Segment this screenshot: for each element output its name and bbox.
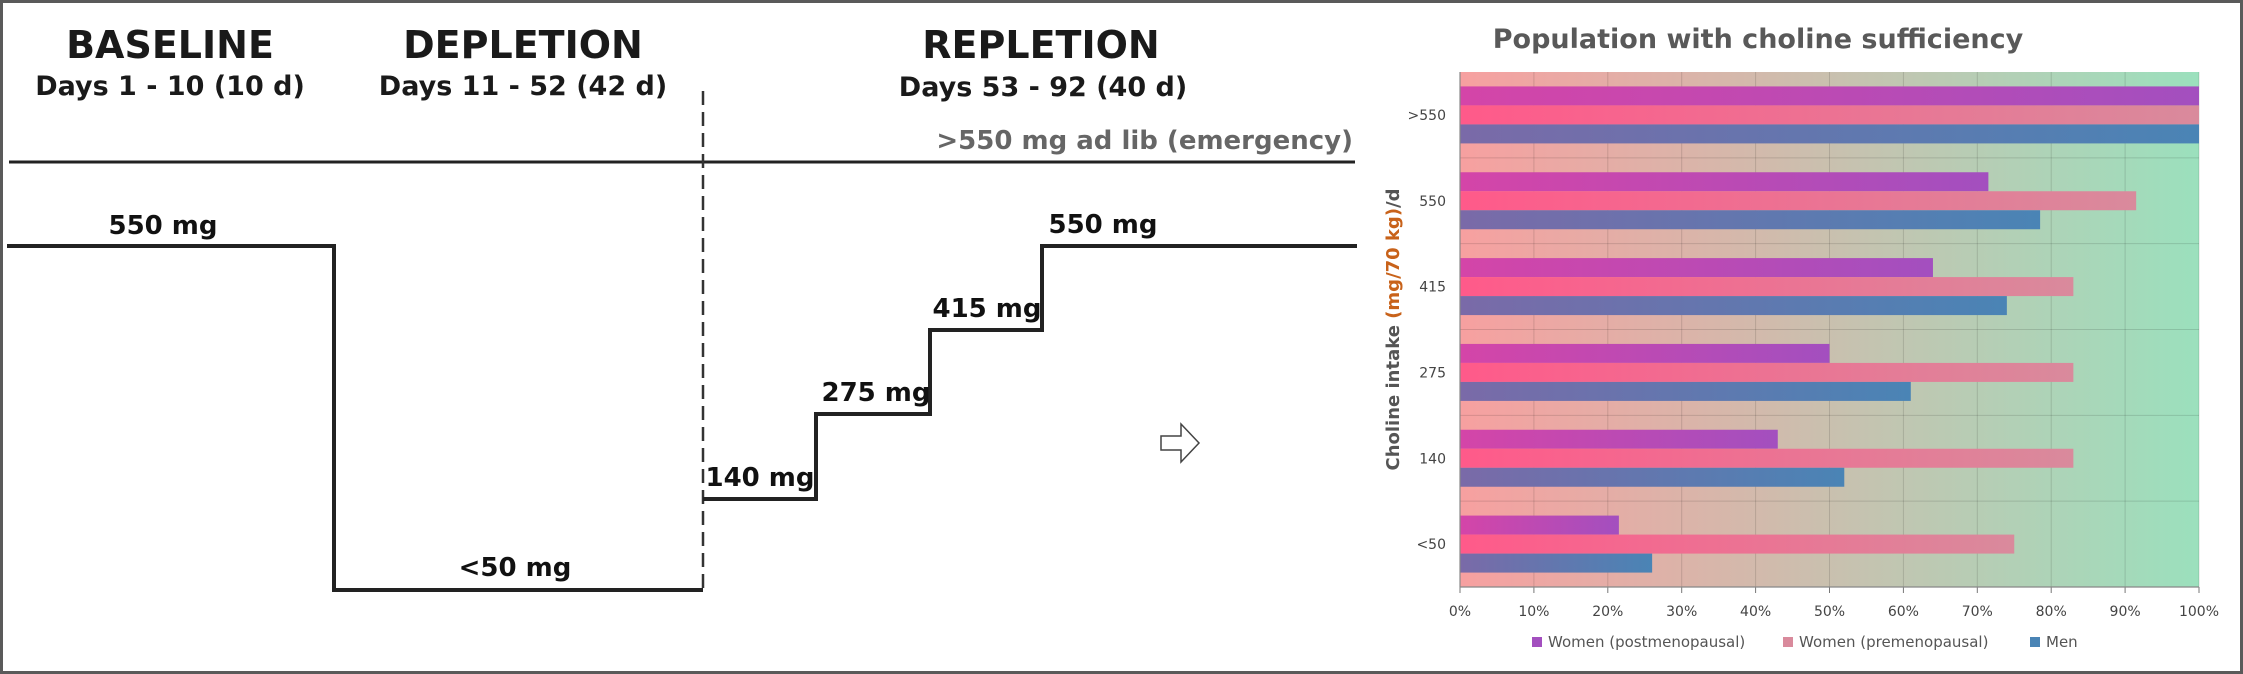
bar bbox=[1460, 86, 2199, 106]
y-tick-label: <50 bbox=[1416, 537, 1446, 553]
legend-label: Men bbox=[2046, 633, 2078, 651]
grid-lines bbox=[1459, 72, 2200, 587]
y-tick-label: 550 bbox=[1419, 194, 1446, 210]
y-axis-label: Choline intake (mg/70 kg)/d bbox=[1383, 188, 1404, 470]
legend-label: Women (premenopausal) bbox=[1799, 633, 1988, 651]
x-tick-label: 0% bbox=[1449, 604, 1471, 620]
bar bbox=[1460, 429, 1778, 449]
bar bbox=[1460, 191, 2137, 211]
x-tick-label: 90% bbox=[2110, 604, 2141, 620]
protocol-diagram: BASELINE Days 1 - 10 (10 d) DEPLETION Da… bbox=[7, 23, 1357, 593]
bar bbox=[1460, 210, 2041, 230]
legend-swatch bbox=[2030, 637, 2040, 647]
x-tick-label: 70% bbox=[1962, 604, 1993, 620]
y-tick-label: 140 bbox=[1419, 451, 1446, 467]
dose-label-depletion: <50 mg bbox=[459, 553, 572, 583]
y-axis-label-prefix: Choline intake bbox=[1383, 319, 1404, 471]
x-tick-label: 50% bbox=[1814, 604, 1845, 620]
bar bbox=[1460, 553, 1653, 573]
baseline-depletion-dose-line bbox=[7, 244, 703, 592]
bar bbox=[1460, 362, 2074, 382]
bars bbox=[1460, 86, 2199, 573]
dose-label-step1: 140 mg bbox=[705, 463, 814, 493]
phase-baseline-title: BASELINE bbox=[66, 23, 274, 67]
bar bbox=[1460, 172, 1989, 192]
bar bbox=[1460, 258, 1933, 278]
x-tick-label: 40% bbox=[1740, 604, 1771, 620]
chart-title: Population with choline sufficiency bbox=[1493, 24, 2024, 55]
emergency-label: >550 mg ad lib (emergency) bbox=[936, 126, 1353, 156]
phase-repletion-days: Days 53 - 92 (40 d) bbox=[899, 72, 1187, 103]
bar bbox=[1460, 105, 2199, 125]
axes: 0% 10% 20% 30% 40% 50% 60% 70% 80% 90% 100% <50 140 2… bbox=[1408, 72, 2219, 620]
x-tick-label: 60% bbox=[1888, 604, 1919, 620]
figure-canvas: BASELINE Days 1 - 10 (10 d) DEPLETION Da… bbox=[7, 23, 2219, 651]
dose-label-step4: 550 mg bbox=[1048, 210, 1157, 240]
bar bbox=[1460, 515, 1619, 535]
legend-swatch bbox=[1532, 637, 1542, 647]
dose-label-step2: 275 mg bbox=[821, 378, 930, 408]
bar bbox=[1460, 448, 2074, 468]
sufficiency-chart: Population with choline sufficiency 0% 10… bbox=[1383, 24, 2219, 651]
dose-label-step3: 415 mg bbox=[932, 294, 1041, 324]
phase-baseline-days: Days 1 - 10 (10 d) bbox=[35, 71, 305, 102]
y-axis-label-unit: (mg/70 kg) bbox=[1383, 208, 1404, 319]
bar bbox=[1460, 534, 2015, 554]
phase-repletion-title: REPLETION bbox=[922, 23, 1159, 67]
bar bbox=[1460, 467, 1845, 487]
repletion-dose-line bbox=[703, 244, 1357, 501]
bar bbox=[1460, 124, 2199, 144]
legend-swatch bbox=[1783, 637, 1793, 647]
plot-background bbox=[1460, 72, 2199, 587]
y-tick-label: >550 bbox=[1408, 108, 1446, 124]
legend-label: Women (postmenopausal) bbox=[1548, 633, 1745, 651]
x-tick-label: 80% bbox=[2036, 604, 2067, 620]
bar bbox=[1460, 296, 2007, 316]
arrow-right-icon bbox=[1160, 422, 1201, 464]
bar bbox=[1460, 381, 1911, 401]
dose-label-baseline: 550 mg bbox=[108, 211, 217, 241]
x-tick-label: 30% bbox=[1666, 604, 1697, 620]
legend: Women (postmenopausal) Women (premenopaus… bbox=[1532, 633, 2078, 651]
x-tick-label: 20% bbox=[1592, 604, 1623, 620]
bar bbox=[1460, 343, 1830, 363]
x-tick-label: 100% bbox=[2179, 604, 2219, 620]
phase-depletion-title: DEPLETION bbox=[403, 23, 643, 67]
y-tick-label: 415 bbox=[1419, 280, 1446, 296]
bar bbox=[1460, 277, 2074, 297]
y-tick-label: 275 bbox=[1419, 365, 1446, 381]
phase-depletion-days: Days 11 - 52 (42 d) bbox=[379, 71, 667, 102]
x-tick-label: 10% bbox=[1518, 604, 1549, 620]
y-axis-label-suffix: /d bbox=[1383, 188, 1404, 207]
